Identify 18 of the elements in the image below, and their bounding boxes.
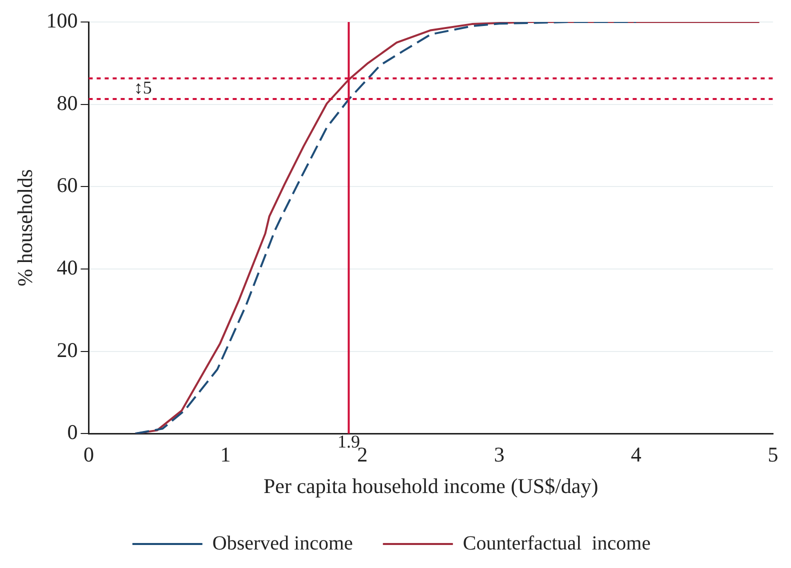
x-tick-label: 3: [494, 442, 505, 467]
x-tick-label: 1: [220, 442, 231, 467]
ref-line-label: 1.9: [337, 431, 360, 452]
y-tick-label: 20: [56, 338, 78, 362]
y-axis-title: % households: [13, 169, 38, 286]
y-tick-label: 0: [67, 420, 78, 444]
x-tick-label: 4: [630, 442, 642, 467]
x-tick-label: 5: [768, 442, 778, 467]
line-series: [134, 22, 638, 434]
y-tick-label: 80: [56, 90, 78, 115]
x-tick-label: 0: [83, 442, 94, 467]
x-axis-title: Per capita household income (US$/day): [263, 474, 598, 498]
y-tick-label: 100: [46, 8, 78, 33]
legend-label: Counterfactual income: [462, 532, 651, 554]
y-tick-label: 60: [56, 173, 78, 198]
annotation: ↕5: [134, 77, 152, 98]
y-tick-label: 40: [56, 255, 78, 280]
legend-label: Observed income: [212, 532, 354, 554]
